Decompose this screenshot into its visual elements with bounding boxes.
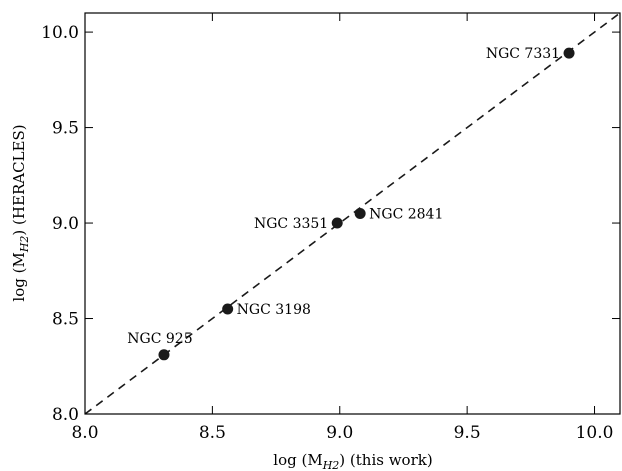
x-tick-label: 9.5	[454, 423, 481, 443]
y-axis-label-sub: H2	[18, 236, 31, 254]
data-point-label: NGC 925	[127, 331, 192, 347]
data-point	[354, 208, 366, 219]
data-point-label: NGC 3351	[254, 216, 328, 232]
data-point-label: NGC 7331	[486, 46, 560, 62]
axes-frame	[84, 12, 621, 415]
x-axis-label-post: ) (this work)	[339, 451, 432, 469]
x-tick-label: 10.0	[576, 423, 614, 443]
y-axis-label-post: ) (HERACLES)	[10, 124, 28, 235]
x-axis-label-pre: log (M	[273, 451, 322, 469]
x-axis-label: log (MH2) (this work)	[273, 451, 432, 471]
data-point	[222, 303, 234, 315]
y-tick-label: 9.0	[52, 214, 79, 234]
y-tick-label: 8.0	[52, 405, 79, 425]
y-axis-label-pre: log (M	[10, 252, 28, 301]
y-axis-label: log (MH2) (HERACLES)	[10, 124, 31, 301]
x-axis-label-sub: H2	[322, 459, 340, 471]
plot-area: 8.0 8.5 9.0 9.5 10.0 8.0 8.5 9.0 9.5 10.0 NGC 925 N…	[41, 12, 621, 443]
data-point	[158, 349, 170, 361]
y-tick-label: 10.0	[41, 23, 79, 43]
data-point	[331, 217, 343, 229]
x-tick-label: 8.5	[199, 423, 226, 443]
x-tick-label: 9.0	[326, 423, 353, 443]
data-point-label: NGC 3198	[237, 302, 311, 318]
y-tick-label: 8.5	[52, 310, 79, 330]
data-point-label: NGC 2841	[369, 207, 443, 223]
x-tick-label: 8.0	[71, 423, 98, 443]
y-tick-label: 9.5	[52, 119, 79, 139]
data-point	[563, 47, 575, 59]
